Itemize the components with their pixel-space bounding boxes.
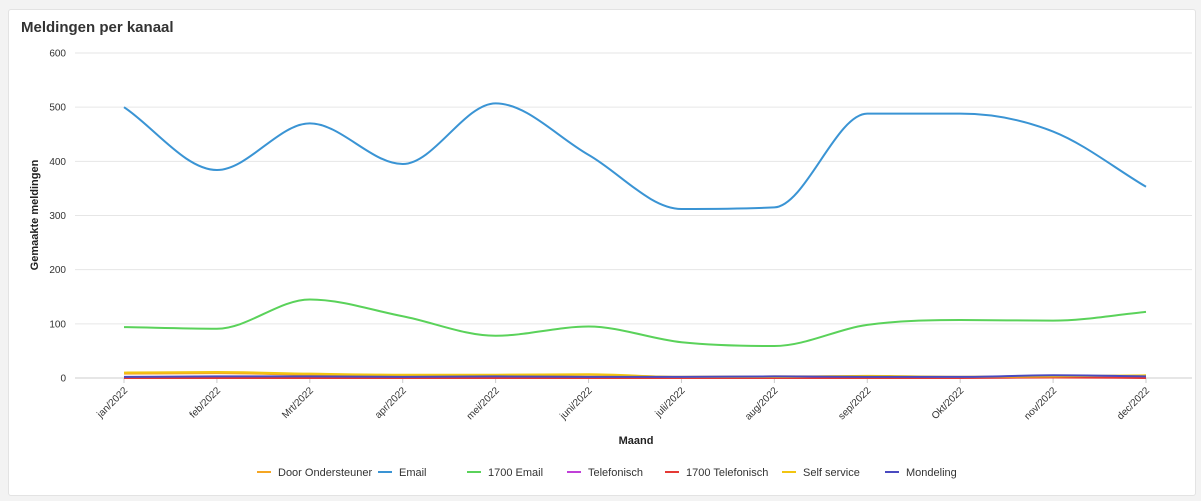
x-axis-label: Maand [619,435,654,447]
x-tick-label: jan/2022 [95,385,131,421]
x-tick-label: juni/2022 [557,385,594,422]
y-tick-label: 600 [49,49,66,60]
legend-label-mondeling[interactable]: Mondeling [906,467,957,479]
chart-title: Meldingen per kanaal [21,19,174,36]
series-line-1700-email [123,298,1147,348]
x-tick-label: sep/2022 [837,385,874,422]
series-lines [123,102,1147,380]
series-line-1700-telefonisch [123,376,1147,380]
x-tick-label: Mrt/2022 [280,385,316,421]
x-tick-label: aug/2022 [743,385,781,423]
x-tick-label: feb/2022 [188,385,224,421]
y-axis-ticks: 0 100 200 300 400 500 600 [49,49,66,385]
legend-label-door-ondersteuner[interactable]: Door Ondersteuner [278,467,372,479]
x-tick-label: Okt/2022 [930,385,967,422]
legend-label-telefonisch[interactable]: Telefonisch [588,467,643,479]
legend-label-self-service[interactable]: Self service [803,467,860,479]
chart-card: Meldingen per kanaal [8,9,1196,496]
x-tick-label: apr/2022 [373,385,409,421]
x-tick-label: dec/2022 [1115,385,1152,422]
legend-label-1700-email[interactable]: 1700 Email [488,467,543,479]
x-tick-label: mei/2022 [465,385,502,422]
legend: Door Ondersteuner Email 1700 Email Telefoni… [257,467,957,479]
y-axis-label: Gemaakte meldingen [29,159,41,270]
legend-label-1700-telefonisch[interactable]: 1700 Telefonisch [686,467,768,479]
y-tick-label: 200 [49,265,66,276]
series-line-email [123,102,1147,211]
y-tick-label: 0 [60,374,66,385]
grid-lines [75,52,1192,379]
y-tick-label: 100 [49,319,66,330]
series-line-mondeling [123,374,1147,378]
x-tick-label: juli/2022 [653,385,688,420]
x-axis-ticks: jan/2022 feb/2022 Mrt/2022 apr/2022 mei/2022… [95,378,1152,423]
legend-label-email[interactable]: Email [399,467,427,479]
x-tick-label: nov/2022 [1022,385,1059,422]
y-tick-label: 400 [49,157,66,168]
y-tick-label: 300 [49,211,66,222]
y-tick-label: 500 [49,103,66,114]
